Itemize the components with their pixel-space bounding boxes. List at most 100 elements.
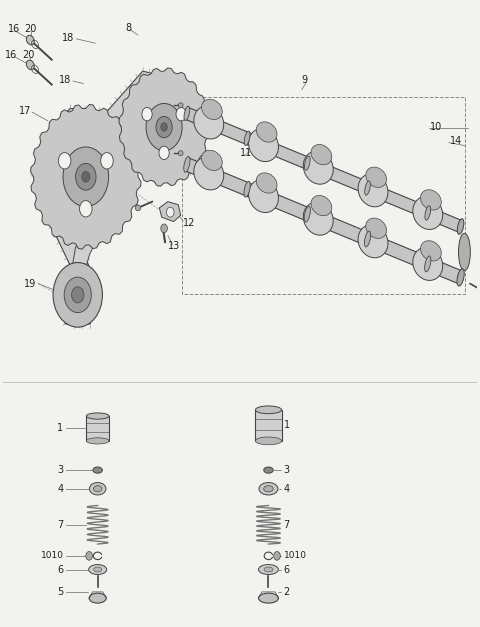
Ellipse shape bbox=[244, 181, 250, 197]
Text: 15: 15 bbox=[164, 137, 177, 147]
Circle shape bbox=[86, 552, 93, 560]
Circle shape bbox=[176, 107, 186, 121]
Ellipse shape bbox=[89, 483, 106, 495]
Text: 5: 5 bbox=[57, 587, 63, 597]
Text: 7: 7 bbox=[57, 520, 63, 530]
Circle shape bbox=[142, 107, 152, 121]
Polygon shape bbox=[119, 68, 209, 186]
Text: 10: 10 bbox=[430, 122, 442, 132]
Ellipse shape bbox=[256, 173, 277, 193]
FancyBboxPatch shape bbox=[86, 416, 109, 441]
Circle shape bbox=[161, 224, 168, 233]
Ellipse shape bbox=[259, 564, 278, 574]
Ellipse shape bbox=[256, 122, 277, 142]
Ellipse shape bbox=[311, 196, 332, 216]
Text: 4: 4 bbox=[58, 484, 63, 493]
Text: 7: 7 bbox=[284, 520, 290, 530]
Ellipse shape bbox=[458, 233, 470, 271]
Circle shape bbox=[80, 201, 92, 217]
Ellipse shape bbox=[264, 486, 273, 492]
Text: 8: 8 bbox=[125, 23, 132, 33]
Text: 17: 17 bbox=[116, 176, 128, 186]
Text: 11: 11 bbox=[240, 148, 252, 158]
Text: 9: 9 bbox=[301, 75, 308, 85]
Text: 12: 12 bbox=[183, 218, 195, 228]
Circle shape bbox=[274, 552, 280, 560]
Text: 20: 20 bbox=[24, 24, 36, 34]
Ellipse shape bbox=[26, 35, 34, 45]
Ellipse shape bbox=[202, 99, 222, 120]
Ellipse shape bbox=[94, 567, 102, 572]
Circle shape bbox=[167, 208, 174, 217]
Polygon shape bbox=[31, 105, 141, 249]
Ellipse shape bbox=[184, 157, 190, 172]
Ellipse shape bbox=[89, 593, 106, 603]
Text: 1: 1 bbox=[58, 423, 63, 433]
Ellipse shape bbox=[457, 219, 464, 234]
Polygon shape bbox=[185, 158, 462, 284]
Ellipse shape bbox=[184, 106, 190, 120]
Circle shape bbox=[59, 152, 71, 169]
FancyBboxPatch shape bbox=[255, 410, 281, 441]
Ellipse shape bbox=[86, 438, 109, 444]
Ellipse shape bbox=[202, 150, 222, 171]
Ellipse shape bbox=[304, 206, 311, 222]
Polygon shape bbox=[34, 71, 203, 324]
Ellipse shape bbox=[93, 467, 102, 473]
Ellipse shape bbox=[249, 129, 278, 162]
Ellipse shape bbox=[249, 179, 278, 213]
Ellipse shape bbox=[425, 256, 431, 271]
Text: 16: 16 bbox=[5, 50, 17, 60]
Ellipse shape bbox=[366, 167, 386, 187]
Ellipse shape bbox=[311, 144, 332, 165]
Ellipse shape bbox=[420, 190, 441, 210]
Ellipse shape bbox=[303, 202, 333, 235]
Text: 13: 13 bbox=[168, 241, 180, 251]
Ellipse shape bbox=[89, 564, 107, 574]
Ellipse shape bbox=[304, 156, 310, 171]
Ellipse shape bbox=[458, 219, 464, 234]
Ellipse shape bbox=[135, 205, 141, 211]
Ellipse shape bbox=[413, 248, 443, 280]
Text: 19: 19 bbox=[24, 278, 36, 288]
Ellipse shape bbox=[413, 196, 443, 229]
Circle shape bbox=[72, 287, 84, 303]
Ellipse shape bbox=[194, 157, 224, 190]
Ellipse shape bbox=[179, 150, 183, 155]
Text: 18: 18 bbox=[62, 33, 74, 43]
Text: 1010: 1010 bbox=[40, 551, 63, 561]
Text: 3: 3 bbox=[58, 465, 63, 475]
Circle shape bbox=[75, 164, 96, 190]
Text: 6: 6 bbox=[284, 564, 290, 574]
Text: 4: 4 bbox=[284, 484, 290, 493]
Text: 3: 3 bbox=[284, 465, 290, 475]
Circle shape bbox=[159, 146, 169, 159]
Circle shape bbox=[63, 147, 108, 207]
Text: 6: 6 bbox=[58, 564, 63, 574]
Text: 17: 17 bbox=[19, 106, 32, 116]
Ellipse shape bbox=[365, 181, 371, 195]
Ellipse shape bbox=[194, 106, 224, 139]
Ellipse shape bbox=[457, 269, 464, 286]
Ellipse shape bbox=[264, 567, 273, 572]
Circle shape bbox=[101, 152, 113, 169]
Polygon shape bbox=[185, 107, 462, 233]
Ellipse shape bbox=[244, 131, 250, 145]
Polygon shape bbox=[71, 205, 106, 295]
Circle shape bbox=[64, 277, 91, 313]
Text: 1010: 1010 bbox=[284, 551, 307, 561]
Circle shape bbox=[53, 263, 102, 327]
Text: 18: 18 bbox=[59, 75, 71, 85]
Circle shape bbox=[146, 103, 182, 150]
Text: 20: 20 bbox=[22, 50, 34, 60]
Ellipse shape bbox=[303, 151, 333, 184]
Polygon shape bbox=[159, 202, 180, 221]
Circle shape bbox=[156, 117, 172, 138]
Ellipse shape bbox=[255, 437, 281, 445]
Text: 15: 15 bbox=[169, 87, 181, 97]
Ellipse shape bbox=[420, 241, 441, 261]
Ellipse shape bbox=[259, 593, 278, 603]
Circle shape bbox=[82, 171, 90, 182]
Ellipse shape bbox=[425, 206, 431, 220]
Ellipse shape bbox=[457, 270, 464, 285]
